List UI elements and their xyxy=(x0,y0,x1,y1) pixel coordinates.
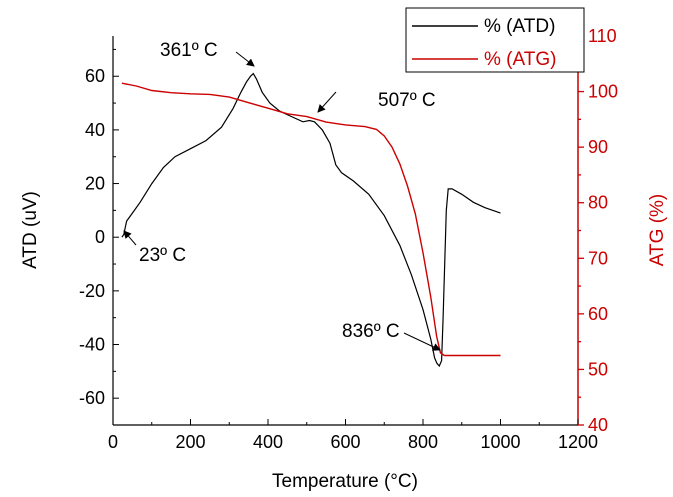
y-left-axis-title: ATD (uV) xyxy=(20,191,41,269)
annotation-arrow-507 xyxy=(317,91,337,113)
y-right-axis-title: ATG (%) xyxy=(647,194,668,266)
y-left-tick-label: -60 xyxy=(79,388,105,408)
y-right-tick-label: 40 xyxy=(588,415,608,435)
x-axis-title: Temperature (°C) xyxy=(272,471,418,492)
annotation-507: 507º C xyxy=(378,90,436,111)
y-right-tick-label: 80 xyxy=(588,193,608,213)
series-line-atg xyxy=(121,82,501,357)
y-left-tick-label: 0 xyxy=(95,227,105,247)
y-left-tick-label: 60 xyxy=(85,66,105,86)
x-axis-ticks: 0 200 400 600 800 1000 1200 xyxy=(108,419,598,452)
annotation-arrow-23 xyxy=(123,230,137,246)
annotation-836: 836º C xyxy=(342,321,400,342)
annotation-23: 23º C xyxy=(139,245,186,266)
y-left-tick-label: 20 xyxy=(85,174,105,194)
y-right-tick-label: 50 xyxy=(588,359,608,379)
y-left-tick-label: -20 xyxy=(79,281,105,301)
x-tick-label: 200 xyxy=(175,432,205,452)
x-tick-label: 1200 xyxy=(558,432,598,452)
y-right-tick-label: 100 xyxy=(588,82,618,102)
y-right-tick-label: 90 xyxy=(588,137,608,157)
x-tick-label: 400 xyxy=(253,432,283,452)
annotation-361: 361º C xyxy=(160,40,218,61)
y-left-tick-label: 40 xyxy=(85,120,105,140)
annotation-arrow-836 xyxy=(403,332,441,351)
x-tick-label: 1000 xyxy=(480,432,520,452)
legend-label-atg: % (ATG) xyxy=(484,49,556,70)
y-left-axis-ticks: -60 -40 -20 0 20 40 60 xyxy=(79,48,119,426)
y-right-tick-label: 70 xyxy=(588,248,608,268)
y-right-axis-ticks: 40 50 60 70 80 90 100 110 xyxy=(578,26,618,435)
annotation-arrow-361 xyxy=(235,51,255,67)
legend: % (ATD) % (ATG) xyxy=(405,7,585,73)
series-line-atd xyxy=(121,72,501,368)
y-right-tick-label: 110 xyxy=(588,26,617,46)
y-left-tick-label: -40 xyxy=(79,335,105,355)
legend-box xyxy=(405,7,585,73)
x-tick-label: 0 xyxy=(108,432,118,452)
x-tick-label: 800 xyxy=(408,432,438,452)
legend-label-atd: % (ATD) xyxy=(484,16,555,37)
x-tick-label: 600 xyxy=(330,432,360,452)
y-right-tick-label: 60 xyxy=(588,304,608,324)
